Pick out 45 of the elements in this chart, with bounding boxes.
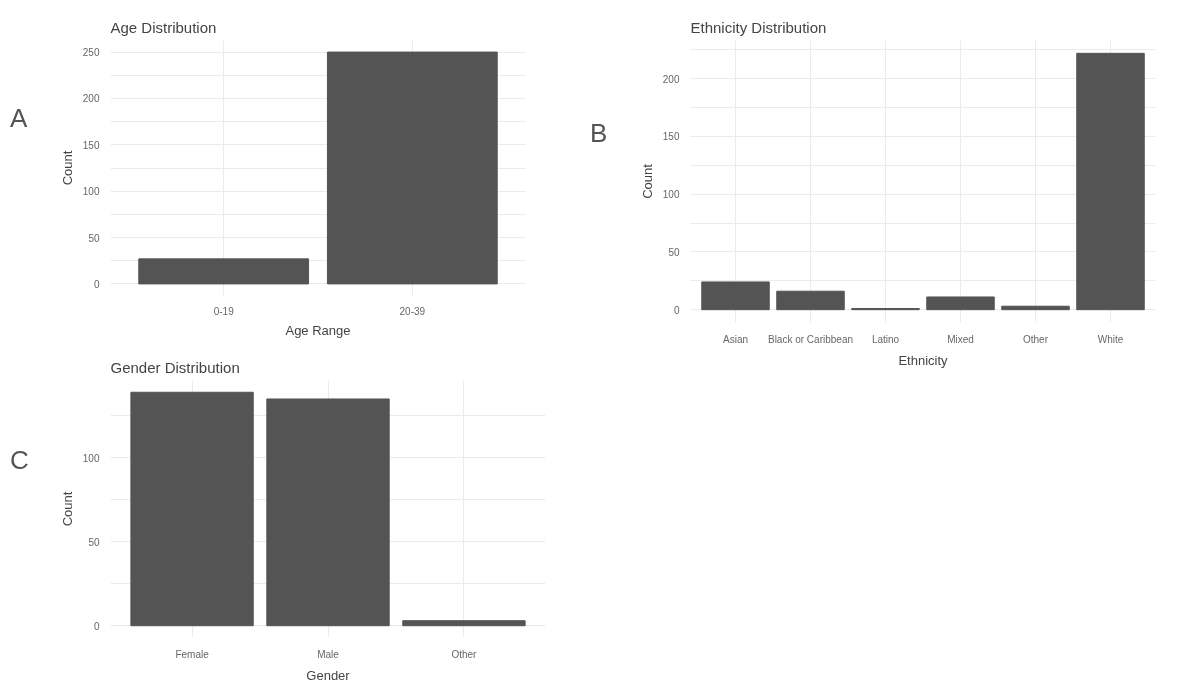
y-tick-label: 0 <box>93 620 100 632</box>
x-axis-title: Gender <box>306 667 351 683</box>
x-tick-label: 0-19 <box>213 305 235 317</box>
y-tick-label: 0 <box>93 278 100 290</box>
text: A <box>10 102 28 135</box>
x-tick-label: Male <box>317 648 340 660</box>
text: C <box>10 444 29 477</box>
y-tick-label: 50 <box>88 536 100 548</box>
y-tick-label: 0 <box>673 304 680 316</box>
chart-title: Ethnicity Distribution <box>690 18 827 36</box>
x-tick-label: Other <box>451 648 478 660</box>
x-tick-label: Other <box>1023 333 1049 345</box>
bar <box>1001 305 1070 311</box>
x-tick-label: 20-39 <box>399 305 426 317</box>
y-tick-label: 100 <box>662 189 680 201</box>
bar <box>402 620 526 627</box>
chart-title: Age Distribution <box>110 18 217 36</box>
x-tick-label: Mixed <box>947 333 974 345</box>
x-tick-label: Latino <box>871 333 900 345</box>
y-tick-label: 100 <box>82 452 100 464</box>
y-axis-title: Count <box>59 150 75 186</box>
x-tick-label: Female <box>175 648 210 660</box>
bar <box>266 398 390 627</box>
y-tick-label: 200 <box>662 73 680 85</box>
x-tick-label: White <box>1097 333 1124 345</box>
bar <box>701 281 770 311</box>
y-axis-title: Count <box>59 491 75 527</box>
bar <box>130 391 254 627</box>
bar <box>1076 52 1145 311</box>
bar <box>926 296 995 311</box>
y-tick-label: 50 <box>668 246 680 258</box>
x-tick-label: Black or Caribbean <box>767 333 854 345</box>
text: B <box>590 117 608 150</box>
y-tick-label: 250 <box>82 47 100 59</box>
x-axis-title: Ethnicity <box>898 352 949 368</box>
y-tick-label: 100 <box>82 186 100 198</box>
x-tick-label: Asian <box>722 333 749 345</box>
bar <box>776 290 845 311</box>
y-tick-label: 150 <box>82 139 100 151</box>
chart-title: Gender Distribution <box>110 358 240 376</box>
y-axis-title: Count <box>639 163 655 199</box>
y-tick-label: 200 <box>82 93 100 105</box>
x-axis-title: Age Range <box>285 322 351 338</box>
y-tick-label: 50 <box>88 232 100 244</box>
y-tick-label: 150 <box>662 131 680 143</box>
